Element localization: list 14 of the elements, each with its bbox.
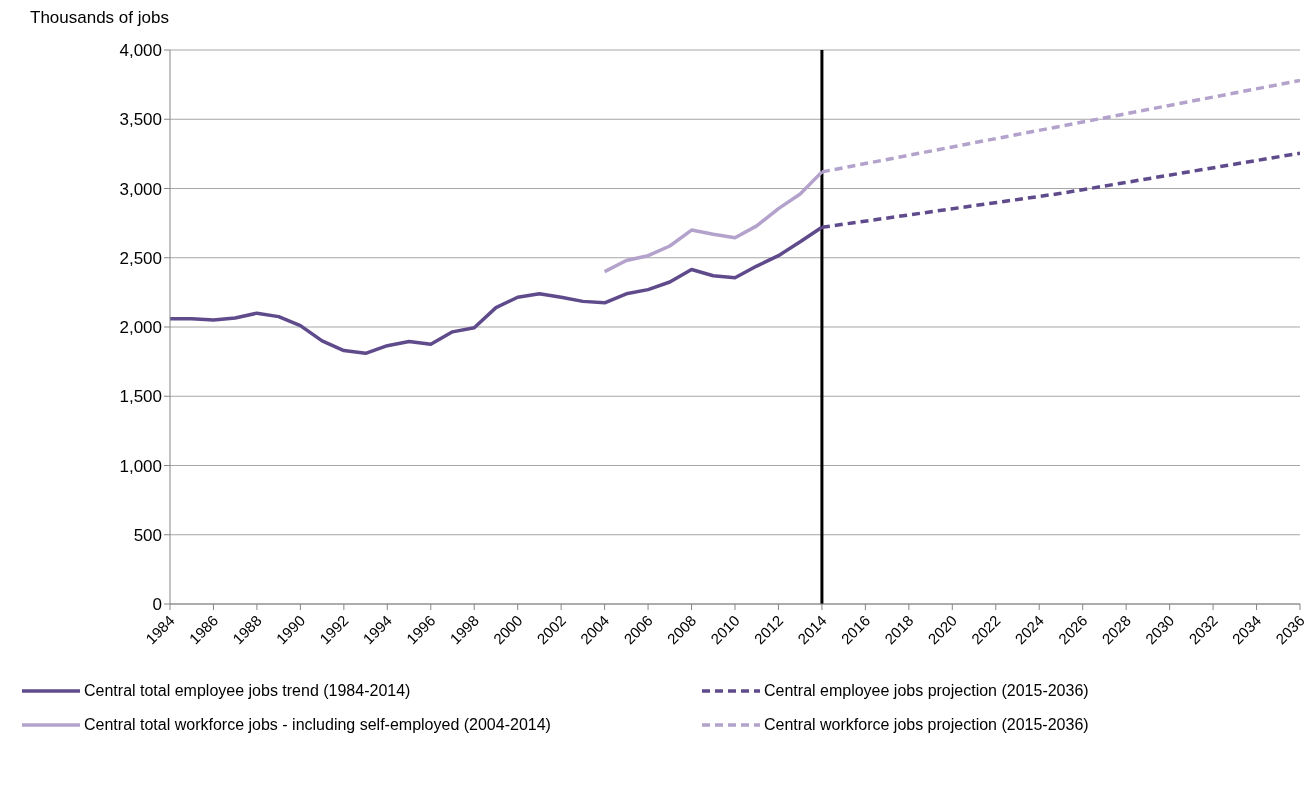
y-tick-label: 1,500: [119, 387, 162, 407]
legend-label: Central employee jobs projection (2015-2036): [764, 682, 1089, 700]
y-tick-label: 1,000: [119, 456, 162, 476]
legend-label: Central workforce jobs projection (2015-2036): [764, 716, 1089, 734]
y-tick-label: 3,500: [119, 110, 162, 130]
y-axis-title: Thousands of jobs: [29, 8, 170, 29]
y-tick-label: 2,000: [119, 318, 162, 338]
legend-label: Central total employee jobs trend (1984-2014): [84, 682, 411, 700]
y-tick-label: 0: [152, 595, 162, 615]
y-tick-label: 500: [133, 525, 162, 545]
legend-label: Central total workforce jobs - including self-employed (2004-2014): [84, 716, 551, 734]
y-tick-label: 2,500: [119, 248, 162, 268]
y-tick-label: 4,000: [119, 41, 162, 61]
y-tick-label: 3,000: [119, 179, 162, 199]
